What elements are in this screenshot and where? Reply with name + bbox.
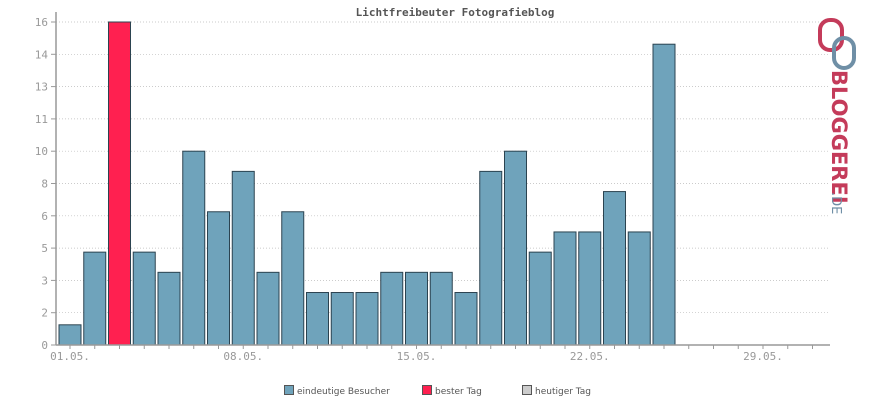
legend-swatch-visitors	[284, 385, 294, 395]
bar	[480, 171, 502, 345]
bar	[579, 232, 601, 345]
y-axis-ticks: 0 2 3 5 6 8 10 11 13 14 16	[35, 16, 56, 352]
bar	[505, 151, 527, 345]
bar	[430, 272, 452, 345]
bar	[59, 325, 81, 345]
bar	[331, 293, 353, 345]
chart-title: Lichtfreibeuter Fotografieblog	[356, 6, 555, 19]
bloggerei-logo: BLOGGEREI .DE	[810, 18, 865, 218]
x-axis-ticks: 01.05. 08.05. 15.05. 22.05. 29.05.	[50, 345, 812, 363]
legend: eindeutige Besucher bester Tag heutiger …	[0, 385, 870, 399]
y-tick-label: 8	[41, 178, 48, 191]
bar	[381, 272, 403, 345]
x-tick-label: 29.05.	[743, 350, 783, 363]
bar	[653, 44, 675, 345]
bar	[604, 192, 626, 345]
x-tick-label: 01.05.	[50, 350, 90, 363]
bar	[232, 171, 254, 345]
bar	[554, 232, 576, 345]
y-tick-label: 13	[35, 81, 48, 94]
y-tick-label: 16	[35, 16, 48, 29]
bar	[307, 293, 329, 345]
bar	[282, 212, 304, 345]
legend-label-best-day: bester Tag	[435, 387, 482, 397]
y-tick-label: 2	[41, 307, 48, 320]
legend-swatch-today	[522, 385, 532, 395]
x-tick-label: 22.05.	[570, 350, 610, 363]
logo-suffix: .DE	[828, 192, 843, 214]
y-tick-label: 10	[35, 145, 48, 158]
bar	[529, 252, 551, 345]
grid-lines	[56, 22, 830, 313]
y-tick-label: 6	[41, 210, 48, 223]
bar-best-day	[109, 22, 131, 345]
y-tick-label: 0	[41, 339, 48, 352]
bar	[208, 212, 230, 345]
y-tick-label: 14	[35, 48, 49, 61]
legend-item-best-day: bester Tag	[422, 385, 482, 398]
legend-label-today: heutiger Tag	[535, 387, 591, 397]
logo-mark-icon	[820, 20, 854, 68]
legend-item-visitors: eindeutige Besucher	[284, 385, 390, 398]
x-tick-label: 08.05.	[223, 350, 263, 363]
legend-item-today: heutiger Tag	[522, 385, 591, 398]
y-tick-label: 11	[35, 113, 48, 126]
y-tick-label: 5	[41, 242, 48, 255]
x-tick-label: 15.05.	[397, 350, 437, 363]
bar	[356, 293, 378, 345]
legend-label-visitors: eindeutige Besucher	[297, 387, 390, 397]
logo-text: BLOGGEREI	[827, 70, 851, 204]
y-tick-label: 3	[41, 274, 48, 287]
bar	[257, 272, 279, 345]
bar	[84, 252, 106, 345]
bar	[406, 272, 428, 345]
bar	[133, 252, 155, 345]
legend-swatch-best-day	[422, 385, 432, 395]
bar	[455, 293, 477, 345]
bar	[628, 232, 650, 345]
bar	[158, 272, 180, 345]
bar	[183, 151, 205, 345]
bars	[59, 22, 675, 345]
